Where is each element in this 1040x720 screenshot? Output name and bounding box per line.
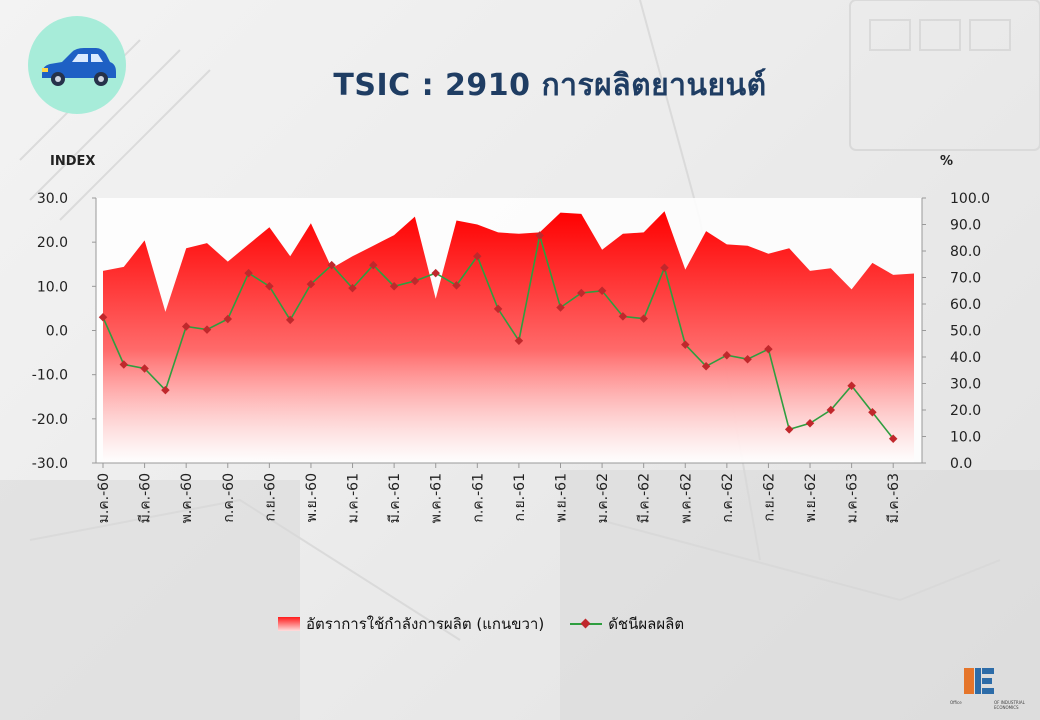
capacity-area (103, 211, 914, 463)
legend-label-capacity: อัตราการใช้กำลังการผลิต (แกนขวา) (306, 615, 545, 633)
logo-text-left: Office (950, 700, 962, 705)
right-tick-label: 30.0 (950, 377, 981, 393)
x-tick-label: พ.ย.-62 (803, 473, 819, 522)
legend-label-index: ดัชนีผลผลิต (608, 615, 685, 633)
right-tick-label: 90.0 (950, 218, 981, 234)
legend-item-capacity: อัตราการใช้กำลังการผลิต (แกนขวา) (278, 612, 544, 636)
index-point (826, 405, 836, 415)
index-point (181, 322, 191, 331)
oie-logo: Office OF INDUSTRIAL ECONOMICS (950, 662, 1030, 714)
index-point (348, 283, 357, 293)
x-tick-label: มี.ค.-62 (637, 473, 653, 523)
left-tick-label: 10.0 (37, 279, 68, 295)
index-point (556, 303, 565, 312)
right-tick-label: 20.0 (950, 403, 981, 419)
index-point (681, 340, 690, 349)
index-point (244, 268, 253, 278)
index-point (369, 260, 378, 270)
index-point (722, 350, 732, 360)
x-tick-label: ก.ย.-60 (262, 473, 278, 521)
index-point (868, 407, 877, 417)
index-point (306, 279, 316, 289)
left-tick-label: 0.0 (46, 324, 68, 340)
x-tick-label: ก.ค.-61 (470, 473, 486, 523)
car-icon (42, 48, 116, 86)
x-tick-label: ม.ค.-60 (96, 473, 112, 523)
index-point (452, 281, 461, 290)
right-axis-unit: % (940, 154, 954, 169)
right-tick-label: 80.0 (950, 244, 981, 260)
left-tick-label: -30.0 (32, 456, 68, 472)
right-tick-label: 100.0 (950, 191, 990, 207)
right-tick-label: 60.0 (950, 297, 981, 313)
right-tick-label: 0.0 (950, 456, 972, 472)
x-tick-label: ม.ค.-61 (346, 473, 362, 523)
x-tick-label: มี.ค.-60 (138, 473, 154, 523)
x-tick-label: ก.ค.-60 (221, 473, 237, 523)
index-point (701, 362, 711, 371)
index-point (327, 260, 336, 270)
left-axis-unit: INDEX (50, 154, 96, 169)
index-point (805, 419, 815, 428)
index-point (140, 364, 149, 373)
index-point (514, 336, 524, 345)
index-point (888, 434, 898, 443)
legend-item-index: ดัชนีผลผลิต (570, 612, 684, 636)
x-tick-label: พ.ย.-60 (304, 473, 320, 522)
x-tick-label: พ.ค.-60 (179, 473, 195, 523)
legend-line-swatch (570, 617, 603, 631)
logo-text-right: OF INDUSTRIAL ECONOMICS (994, 700, 1025, 710)
index-point (618, 312, 628, 321)
x-tick-label: ก.ค.-62 (720, 473, 736, 523)
x-tick-label: พ.ย.-61 (553, 473, 569, 522)
index-point (639, 314, 648, 323)
index-point (410, 276, 420, 286)
index-point (202, 325, 212, 334)
legend-area-swatch (278, 617, 300, 631)
index-point (493, 304, 503, 314)
oie-logo-icon (964, 668, 994, 694)
left-tick-label: 30.0 (37, 191, 68, 207)
index-point (161, 385, 170, 395)
index-point (784, 425, 794, 434)
right-tick-label: 40.0 (950, 350, 981, 366)
index-point (265, 282, 274, 291)
index-point (98, 313, 108, 322)
index-point (223, 314, 233, 324)
right-tick-label: 70.0 (950, 271, 981, 287)
right-tick-label: 50.0 (950, 324, 981, 340)
legend: อัตราการใช้กำลังการผลิต (แกนขวา) ดัชนีผล… (278, 612, 710, 636)
x-tick-label: มี.ค.-61 (387, 473, 403, 523)
index-point (597, 286, 607, 296)
car-icon-badge (28, 16, 126, 114)
index-point (743, 354, 752, 364)
chart-title: TSIC : 2910 การผลิตยานยนต์ (333, 68, 767, 103)
index-point (764, 344, 773, 354)
x-tick-label: ก.ย.-62 (761, 473, 777, 521)
left-tick-label: -20.0 (32, 412, 68, 428)
x-tick-label: ม.ค.-62 (595, 473, 611, 523)
x-tick-label: มี.ค.-63 (886, 473, 902, 523)
index-point (119, 360, 129, 369)
left-tick-label: -10.0 (32, 368, 68, 384)
index-point (285, 315, 295, 325)
x-tick-label: ก.ย.-61 (512, 473, 528, 521)
index-point (431, 268, 440, 278)
x-tick-label: พ.ค.-61 (429, 473, 445, 523)
right-tick-label: 10.0 (950, 430, 981, 446)
x-tick-label: พ.ค.-62 (678, 473, 694, 523)
index-point (660, 263, 669, 273)
x-tick-label: ม.ค.-63 (845, 473, 861, 523)
index-point (847, 381, 856, 390)
index-point (577, 288, 586, 298)
index-point (389, 282, 399, 291)
left-tick-label: 20.0 (37, 235, 68, 251)
